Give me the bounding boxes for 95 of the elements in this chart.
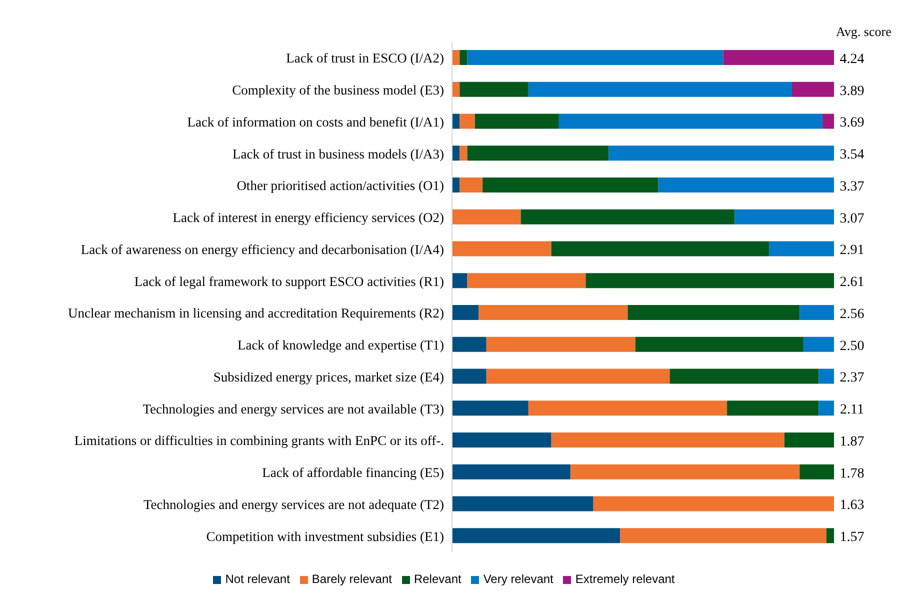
bar [452,368,486,384]
bar [670,368,819,384]
bar [486,368,670,384]
bar [452,528,620,544]
text: 1.87 [840,434,864,450]
bar [628,305,800,320]
y-tick-label: Lack of trust in ESCO (I/A2) [286,50,444,66]
y-tick-label: Lack of trust in business models (I/A3) [232,146,444,162]
text: 2.11 [840,402,864,418]
bar [452,432,552,448]
bar [608,146,834,161]
bar [528,400,728,416]
bar [818,368,834,384]
y-tick-label: Complexity of the business model (E3) [232,82,444,98]
bar [460,146,468,161]
legend-label: Very relevant [483,572,554,586]
y-tick-label: Subsidized energy prices, market size (E4) [213,369,444,384]
bar [452,178,460,192]
text: 1.57 [840,530,864,546]
y-tick-label: Competition with investment subsidies (E1) [206,528,444,544]
bar [452,241,552,256]
bar [822,114,834,129]
bar [486,336,636,352]
bar [818,400,834,416]
y-tick-label: Technologies and energy services are not adequate (T2) [143,496,444,512]
bar [467,50,724,65]
bar [460,114,475,129]
bar [528,82,792,97]
bar [452,273,468,288]
text: 4.24 [840,52,864,67]
legend-label: Relevant [414,572,462,586]
y-tick-label: Lack of affordable financing (E5) [262,465,444,480]
bar [460,50,468,65]
text: 3.69 [840,116,864,131]
bar [452,146,460,161]
y-tick-label: Lack of awareness on energy efficiency and decarbonisation (I/A4) [80,242,444,257]
bar [452,305,479,320]
bar [734,209,834,224]
bar [620,528,826,544]
text: 1.63 [840,498,864,514]
bar [460,82,528,97]
bar [586,273,834,288]
y-tick-label: Technologies and energy services are not available (T3) [142,401,444,416]
bar [460,178,483,192]
bar [467,146,609,161]
legend-label: Barely relevant [312,572,392,586]
text: 2.50 [840,338,864,354]
text: 3.07 [840,211,864,226]
text: 3.37 [840,179,864,194]
bar [551,432,784,448]
bar [800,305,834,320]
bar [803,336,834,352]
bar [452,336,486,352]
text: 2.37 [840,370,864,386]
y-tick-label: Unclear mechanism in licensing and accreditation Requirements (R2) [68,306,444,321]
y-tick-label: Lack of legal framework to support ESCO activities (R1) [134,274,444,289]
text: 1.78 [840,466,864,482]
bar [635,336,804,352]
y-tick-label: Lack of information on costs and benefit (I/A1) [187,114,444,130]
y-tick-label: Lack of knowledge and expertise (T1) [237,338,444,353]
text: 2.91 [840,243,864,258]
bar [452,50,460,65]
text: Avg. score [836,24,892,40]
bar [723,50,834,65]
y-tick-label: Other prioritised action/activities (O1) [236,178,444,194]
bar [727,400,819,416]
bar [474,114,559,129]
bar [452,400,528,416]
y-tick-label: Lack of interest in energy efficiency services (O2) [172,210,444,226]
bar [558,114,823,129]
bar [769,241,834,256]
bar [467,273,586,288]
bar [482,178,658,192]
bar [452,114,460,129]
bar [452,464,570,480]
bar [593,496,834,512]
bar [551,241,770,256]
bar [452,209,521,224]
bar [792,82,834,97]
bar [658,178,834,192]
legend-label: Not relevant [225,572,290,586]
text: 3.89 [840,84,864,99]
y-tick-label: Limitations or difficulties in combining grants with EnPC or its off-. [74,433,444,448]
bar [570,464,800,480]
legend-label: Extremely relevant [575,572,675,586]
bar [478,305,628,320]
text: 2.61 [840,275,864,290]
bar [784,432,834,448]
bar [826,528,834,544]
bar [520,209,735,224]
bar [452,496,594,512]
bar [800,464,834,480]
text: 3.54 [840,148,864,163]
bar [452,82,460,97]
text: 2.56 [840,306,864,322]
